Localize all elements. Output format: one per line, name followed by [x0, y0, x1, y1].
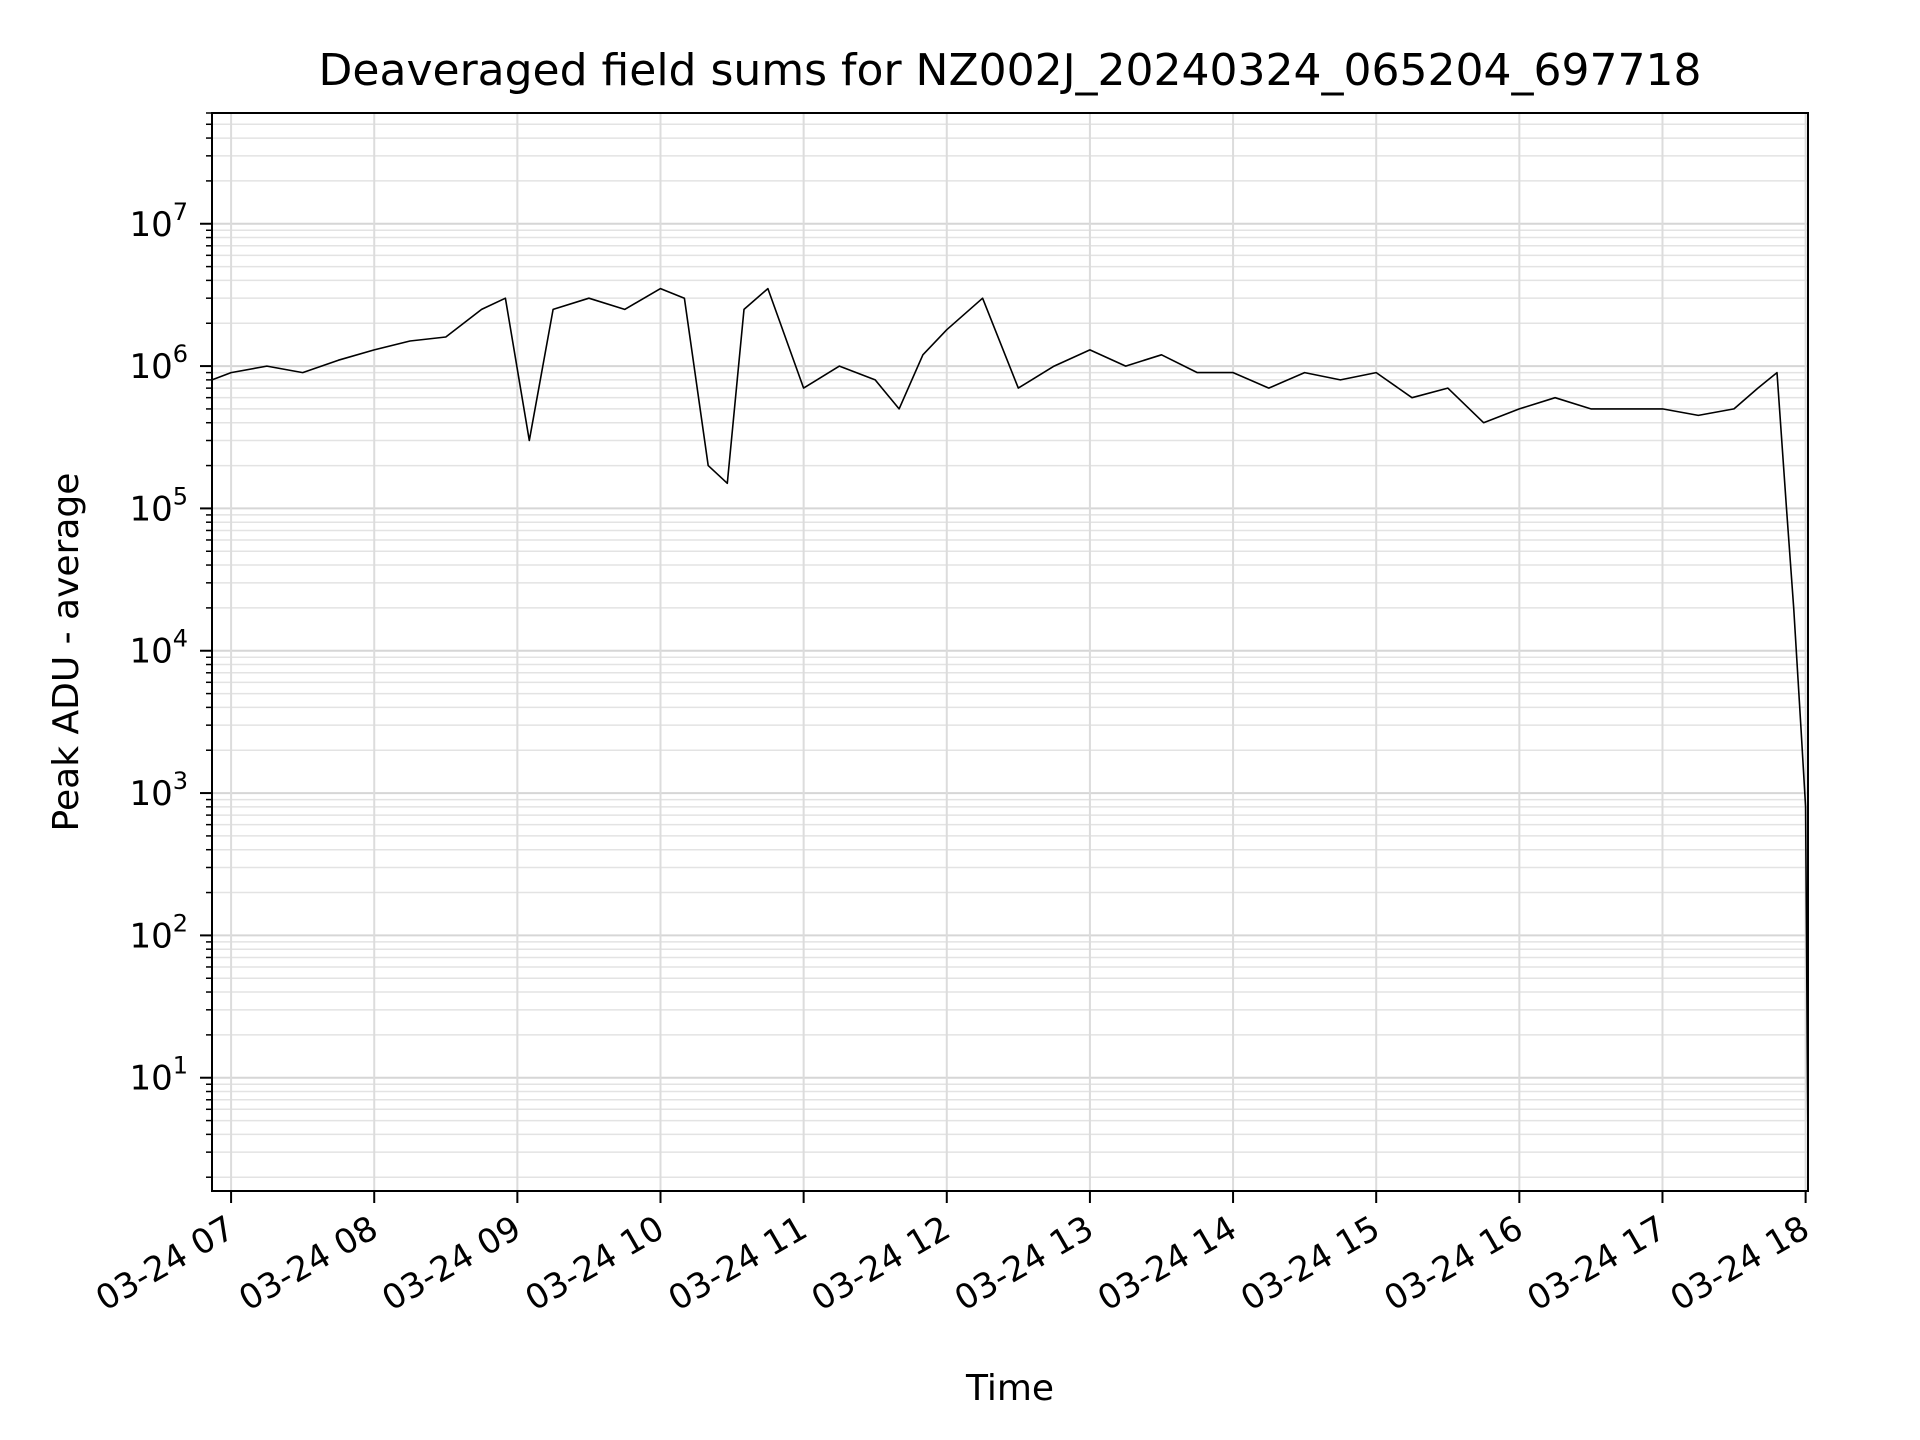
y-tick-label: 102 [129, 909, 188, 956]
y-tick-label: 104 [129, 625, 188, 672]
y-tick-label: 101 [129, 1052, 188, 1099]
y-tick-label: 106 [129, 340, 188, 387]
y-tick-label: 107 [129, 198, 188, 245]
y-axis: 101 102 103 104 105 106 107 [129, 112, 212, 1178]
series-layer [211, 287, 1809, 1153]
plot-frame [211, 112, 1809, 1192]
x-axis-label: Time [965, 1368, 1054, 1409]
y-axis-label: Peak ADU - average [46, 473, 87, 832]
y-tick-label: 103 [129, 767, 188, 814]
series-line [211, 287, 1809, 1153]
y-tick-label: 105 [129, 482, 188, 529]
grid [212, 112, 1808, 1191]
chart-title: Deaveraged field sums for NZ002J_2024032… [319, 45, 1702, 96]
